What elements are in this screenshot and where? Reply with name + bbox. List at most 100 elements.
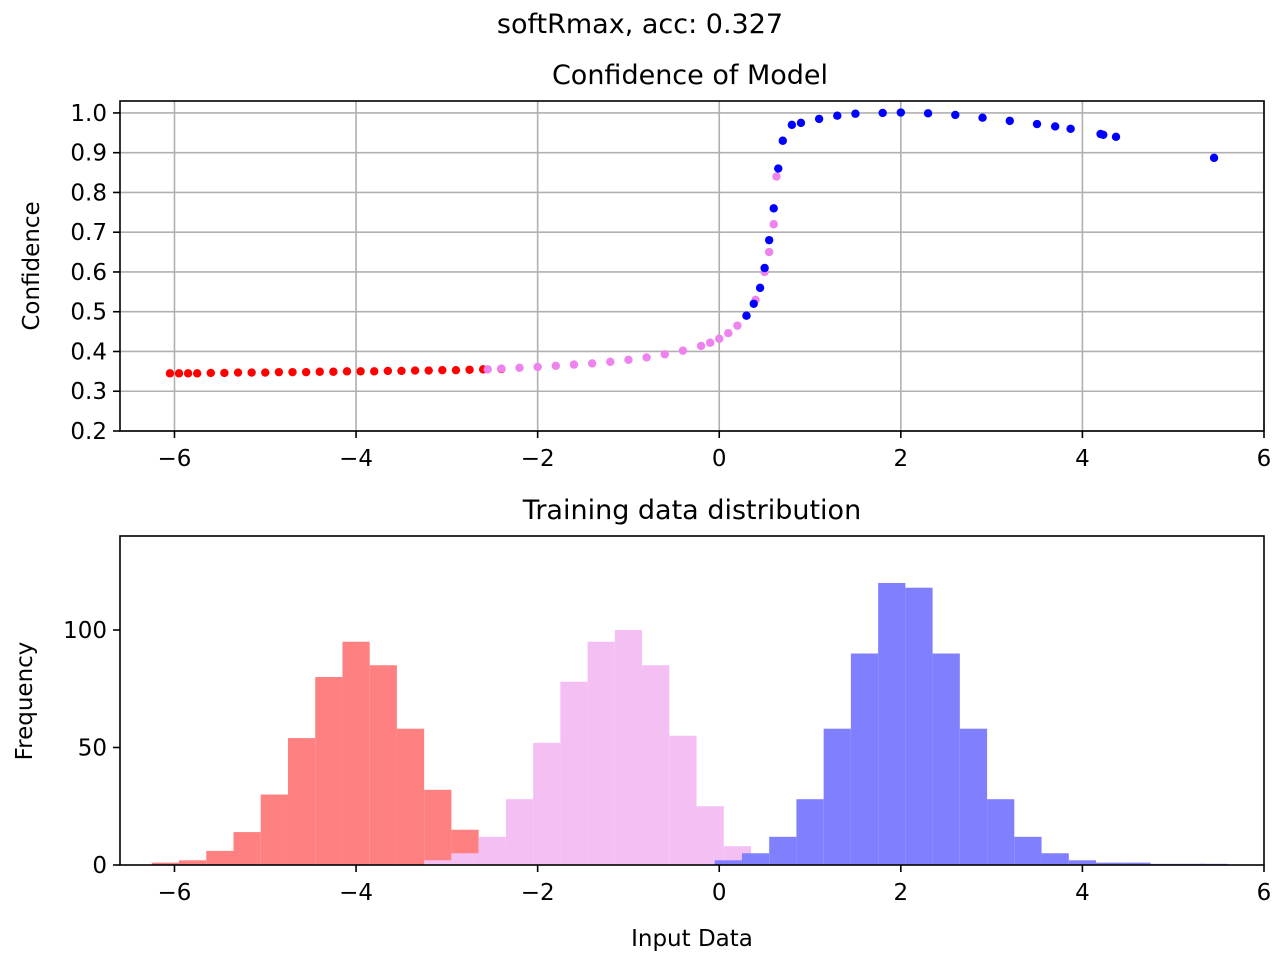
histogram-bar [396, 728, 425, 865]
confidence-point [715, 334, 724, 343]
histogram-bar [151, 862, 180, 865]
histogram-bar [1014, 836, 1042, 865]
confidence-point [705, 338, 715, 347]
confidence-point [1111, 132, 1121, 141]
confidence-point [192, 369, 202, 378]
x-tick-label: −6 [158, 446, 192, 472]
confidence-point [606, 357, 615, 367]
y-tick-label: 0.2 [70, 419, 107, 445]
confidence-point [410, 366, 420, 375]
x-tick-label: −4 [339, 446, 373, 472]
confidence-point [624, 355, 633, 365]
confidence-point [696, 341, 706, 351]
histogram-bar [1096, 862, 1124, 865]
confidence-point [247, 368, 256, 377]
confidence-point [342, 367, 352, 376]
x-tick-label: −2 [521, 880, 555, 906]
y-tick-label: 1.0 [70, 101, 107, 127]
histogram-bar [850, 653, 879, 865]
y-tick-label: 50 [78, 736, 107, 762]
histogram-bar [905, 587, 933, 865]
confidence-point [772, 172, 781, 181]
histogram-bar [714, 860, 742, 865]
confidence-point [206, 368, 215, 378]
confidence-point [329, 367, 338, 376]
confidence-point [1066, 124, 1075, 134]
confidence-point [769, 220, 778, 229]
histogram-bar [424, 860, 452, 865]
histogram-bar [478, 836, 506, 865]
distribution-chart: Training data distribution −6 −4 −2 0 2 4 6 0 5… [12, 495, 1271, 952]
histogram-bar [233, 832, 261, 865]
x-tick-label: 4 [1075, 446, 1090, 472]
confidence-point [660, 350, 669, 359]
confidence-chart: Confidence of Model −6 −4 −2 0 2 4 6 0.2 0.3 0.4… [19, 60, 1271, 472]
confidence-point [814, 114, 824, 124]
distribution-x-label: Input Data [631, 926, 753, 952]
y-tick-label: 0.5 [70, 300, 107, 326]
confidence-point [896, 108, 906, 117]
confidence-point [424, 366, 433, 375]
confidence-point [165, 369, 175, 378]
y-tick-label: 0.8 [70, 180, 107, 206]
distribution-chart-title: Training data distribution [522, 495, 861, 526]
confidence-point [533, 362, 542, 372]
y-tick-label: 0.9 [70, 141, 107, 167]
histogram-bar [206, 850, 234, 865]
confidence-point [397, 366, 406, 376]
x-tick-label: −4 [339, 880, 373, 906]
confidence-point [383, 366, 393, 376]
x-tick-label: −2 [521, 446, 555, 472]
confidence-point [233, 368, 243, 377]
confidence-point [678, 346, 688, 355]
x-tick-label: 6 [1257, 446, 1272, 472]
confidence-x-axis: −6 −4 −2 0 2 4 6 [158, 431, 1272, 472]
confidence-point [220, 368, 229, 378]
confidence-point [774, 164, 783, 173]
confidence-chart-title: Confidence of Model [552, 60, 828, 91]
confidence-point [551, 361, 561, 370]
confidence-point [497, 364, 506, 373]
y-tick-label: 0.4 [70, 339, 107, 365]
y-tick-label: 0 [92, 853, 107, 879]
histogram-bar [260, 794, 288, 865]
confidence-point [370, 367, 379, 376]
histogram-bar [424, 789, 452, 865]
histogram-bar [287, 738, 316, 865]
confidence-point [749, 299, 758, 308]
confidence-point [978, 113, 987, 122]
confidence-y-label: Confidence [19, 201, 45, 330]
confidence-point [642, 353, 651, 362]
confidence-point [742, 311, 751, 320]
distribution-y-axis: 0 50 100 [63, 618, 120, 879]
histogram-bar [560, 681, 588, 865]
histogram-bar [533, 742, 561, 865]
distribution-bars [151, 583, 1228, 865]
histogram-bar [614, 630, 643, 865]
y-tick-label: 0.7 [70, 220, 107, 246]
confidence-point [951, 110, 960, 120]
confidence-point [851, 109, 860, 118]
confidence-y-axis: 0.2 0.3 0.4 0.5 0.6 0.7 0.8 0.9 1.0 [70, 101, 120, 445]
confidence-point [1032, 119, 1042, 129]
confidence-plot-frame [119, 100, 1265, 432]
confidence-point [1209, 153, 1219, 163]
confidence-point [174, 369, 184, 378]
confidence-point [356, 367, 365, 376]
confidence-point [587, 359, 597, 368]
histogram-bar [1123, 862, 1151, 865]
figure-suptitle: softRmax, acc: 0.327 [497, 9, 783, 40]
confidence-point [483, 365, 492, 374]
histogram-bar [959, 728, 988, 865]
histogram-bar [669, 735, 697, 865]
confidence-point [451, 365, 461, 375]
histogram-bar [823, 728, 851, 865]
x-tick-label: 6 [1257, 880, 1272, 906]
confidence-point [878, 108, 887, 118]
confidence-point [1050, 122, 1060, 131]
histogram-bar [987, 799, 1015, 865]
confidence-point [764, 235, 774, 245]
histogram-bar [342, 641, 370, 865]
confidence-point [315, 367, 324, 376]
